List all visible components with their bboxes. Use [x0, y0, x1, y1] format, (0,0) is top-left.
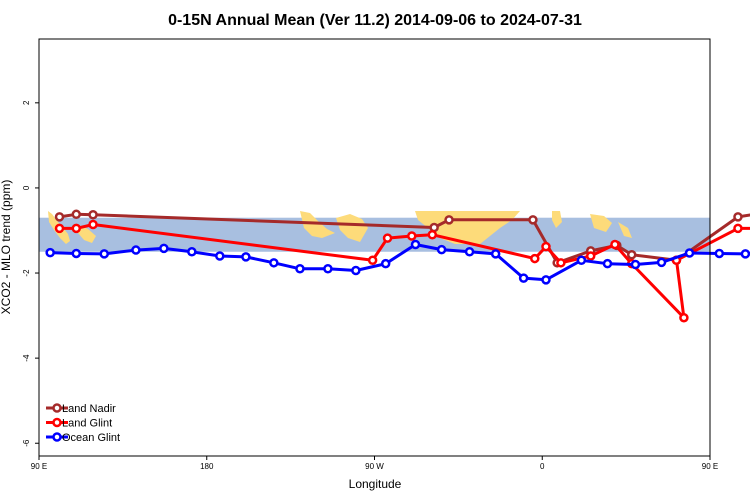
- data-point-ocean-glint: [269, 258, 279, 268]
- data-point-ocean-glint: [99, 249, 109, 259]
- y-tick-label: 2: [22, 100, 31, 105]
- land-mass: [552, 211, 562, 228]
- x-tick-label: 90 W: [365, 462, 384, 471]
- land-mass: [78, 225, 96, 243]
- data-point-ocean-glint: [576, 255, 587, 266]
- data-point-ocean-glint: [656, 257, 667, 268]
- data-point-ocean-glint: [410, 239, 421, 250]
- legend-label-land-nadir: Land Nadir: [62, 403, 116, 415]
- data-point-land-nadir: [444, 215, 454, 225]
- legend-marker-land-nadir: [52, 403, 62, 413]
- legend: Land Nadir Land Glint Ocean Glint: [46, 403, 120, 444]
- data-point-ocean-glint: [323, 264, 333, 274]
- data-point-land-glint: [610, 239, 620, 250]
- data-point-land-glint: [585, 251, 596, 261]
- data-point-land-glint: [88, 219, 98, 230]
- data-point-ocean-glint: [131, 245, 141, 255]
- data-point-ocean-glint: [518, 273, 529, 283]
- legend-marker-ocean-glint: [52, 432, 62, 442]
- x-tick-label: 180: [200, 462, 214, 471]
- plot-frame: [38, 38, 711, 457]
- data-point-ocean-glint: [295, 264, 305, 274]
- data-point-ocean-glint: [714, 248, 725, 259]
- chart-title: 0-15N Annual Mean (Ver 11.2) 2014-09-06 …: [168, 12, 582, 29]
- data-point-ocean-glint: [187, 247, 197, 257]
- data-point-ocean-glint: [464, 247, 475, 257]
- data-point-ocean-glint: [45, 247, 55, 258]
- data-point-land-nadir: [71, 209, 82, 220]
- y-tick-label: -6: [22, 439, 31, 447]
- data-point-land-glint: [733, 223, 743, 234]
- land-mass: [336, 214, 368, 242]
- data-point-land-glint: [407, 231, 417, 241]
- data-point-land-nadir: [626, 249, 637, 260]
- land-mass: [618, 222, 632, 238]
- y-tick-label: -4: [22, 354, 31, 362]
- series-layer: [45, 209, 750, 323]
- x-tick-label: 90 E: [31, 462, 47, 471]
- data-point-ocean-glint: [436, 244, 447, 255]
- land-mass: [590, 214, 612, 232]
- y-tick-label: -2: [22, 269, 31, 277]
- data-point-ocean-glint: [215, 251, 225, 261]
- data-point-land-nadir: [54, 212, 65, 222]
- data-point-land-nadir: [733, 212, 743, 222]
- data-point-land-glint: [382, 233, 393, 243]
- data-point-land-glint: [54, 223, 65, 234]
- data-point-ocean-glint: [159, 243, 169, 254]
- data-point-land-glint: [556, 258, 566, 268]
- data-point-land-nadir: [429, 222, 439, 233]
- data-point-ocean-glint: [490, 249, 501, 259]
- data-point-land-glint: [541, 241, 551, 252]
- legend-label-land-glint: Land Glint: [62, 418, 112, 430]
- x-tick-label: 90 E: [702, 462, 718, 471]
- data-point-ocean-glint: [71, 248, 82, 259]
- data-point-land-glint: [530, 253, 540, 264]
- data-point-ocean-glint: [740, 249, 750, 259]
- x-axis: 90 E 180 90 W 0 90 E: [31, 456, 718, 471]
- y-axis-label: XCO2 - MLO trend (ppm): [0, 180, 13, 315]
- data-point-ocean-glint: [602, 258, 613, 269]
- series-line-land-nadir: [59, 212, 750, 265]
- data-point-land-glint: [71, 223, 82, 234]
- x-tick-label: 0: [540, 462, 545, 471]
- legend-label-ocean-glint: Ocean Glint: [62, 432, 120, 444]
- data-point-ocean-glint: [684, 248, 695, 258]
- data-point-land-nadir: [88, 209, 98, 220]
- data-point-ocean-glint: [541, 275, 551, 285]
- data-point-land-nadir: [528, 215, 538, 225]
- legend-marker-land-glint: [52, 417, 62, 428]
- data-point-land-glint: [367, 255, 378, 266]
- data-point-ocean-glint: [351, 265, 361, 276]
- y-tick-label: 0: [22, 185, 31, 190]
- series-ocean-glint: [45, 239, 750, 285]
- data-point-ocean-glint: [630, 259, 641, 270]
- data-point-ocean-glint: [380, 258, 391, 269]
- y-axis: 2 0 -2 -4 -6: [22, 100, 39, 447]
- data-point-land-glint: [679, 312, 689, 323]
- data-point-ocean-glint: [241, 252, 251, 262]
- data-point-land-glint: [427, 229, 438, 240]
- x-axis-label: Longitude: [349, 477, 402, 491]
